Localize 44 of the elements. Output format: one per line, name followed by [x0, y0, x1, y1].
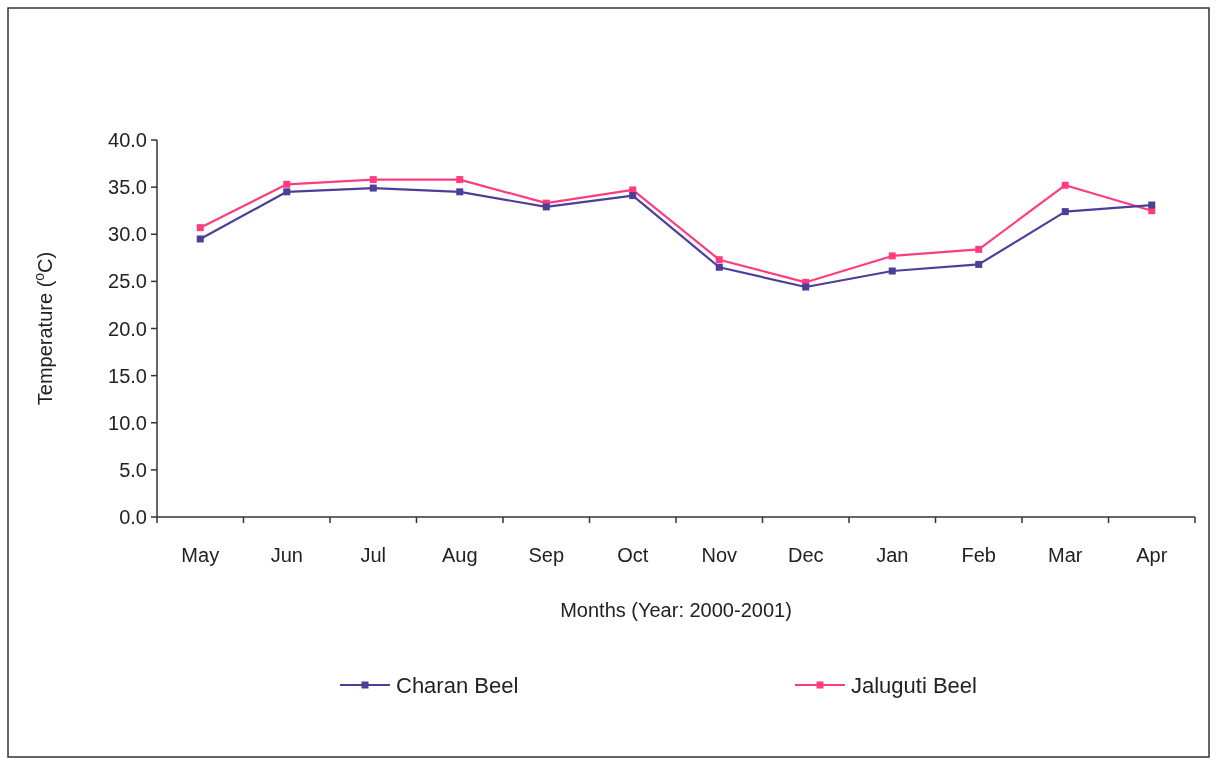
- point: [1148, 201, 1156, 209]
- x-tick-label: May: [181, 544, 220, 566]
- y-tick-label: 15.0: [108, 364, 147, 387]
- x-tick-label: Sep: [528, 544, 565, 566]
- point: [629, 192, 637, 200]
- x-tick-label: Oct: [617, 544, 649, 566]
- point: [456, 176, 464, 184]
- legend-label: Charan Beel: [396, 672, 519, 698]
- point: [1061, 208, 1069, 216]
- point: [369, 176, 377, 184]
- x-axis-title: Months (Year: 2000-2001): [560, 599, 792, 621]
- y-tick-label: 20.0: [108, 317, 147, 340]
- x-tick-label: Jul: [360, 544, 387, 566]
- x-tick-label: Feb: [961, 544, 996, 566]
- y-tick-label: 0.0: [119, 506, 147, 528]
- point: [369, 184, 377, 192]
- x-tick-label: Dec: [787, 544, 824, 566]
- y-tick-label: 40.0: [108, 129, 147, 151]
- x-tick-label: Aug: [441, 544, 478, 566]
- point: [196, 235, 204, 243]
- point: [542, 203, 550, 211]
- x-tick-label: Apr: [1136, 544, 1168, 566]
- y-tick-label: 35.0: [108, 176, 147, 199]
- point: [456, 188, 464, 196]
- point: [888, 267, 896, 275]
- x-tick-label: Mar: [1048, 544, 1083, 566]
- x-tick-label: Nov: [701, 544, 738, 566]
- x-tick-label: Jun: [270, 544, 303, 566]
- y-tick-label: 5.0: [119, 458, 147, 481]
- point: [802, 283, 810, 291]
- point: [283, 188, 291, 196]
- x-tick-label: Jan: [876, 544, 909, 566]
- point: [715, 256, 723, 264]
- point: [283, 180, 291, 188]
- point: [975, 260, 983, 268]
- point: [888, 252, 896, 260]
- point: [715, 263, 723, 271]
- legend-label: Jaluguti Beel: [851, 672, 977, 698]
- y-tick-label: 25.0: [108, 270, 147, 293]
- point: [975, 245, 983, 253]
- point: [1061, 181, 1069, 189]
- point: [196, 224, 204, 232]
- y-tick-label: 10.0: [108, 411, 147, 434]
- y-tick-label: 30.0: [108, 223, 147, 246]
